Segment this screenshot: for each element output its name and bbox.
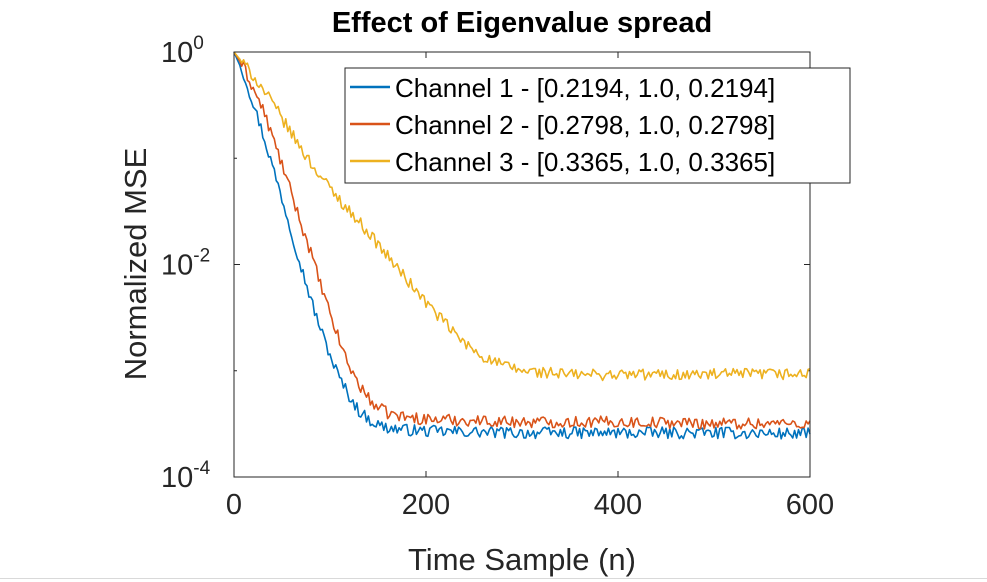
- bottom-divider: [0, 578, 987, 579]
- x-tick-label: 400: [594, 489, 642, 521]
- y-axis-label: Normalized MSE: [118, 148, 153, 381]
- series-line-channel-2: [233, 51, 811, 430]
- legend-box: [344, 67, 851, 184]
- y-tick-label: 10-2: [161, 246, 210, 282]
- x-tick-label: 0: [226, 489, 242, 521]
- x-tick-label: 600: [786, 489, 834, 521]
- chart-title: Effect of Eigenvalue spread: [332, 7, 712, 39]
- legend: Channel 1 - [0.2194, 1.0, 0.2194] Channel…: [344, 67, 851, 184]
- plot-border: [233, 51, 811, 478]
- x-tick-label: 200: [402, 489, 450, 521]
- y-tick-label: 10-4: [161, 458, 211, 494]
- y-tick-label: 100: [161, 33, 204, 69]
- x-axis-label: Time Sample (n): [408, 542, 636, 577]
- series-line-channel-3: [233, 51, 811, 382]
- series-line-channel-1: [233, 51, 811, 440]
- legend-label: Channel 2 - [0.2798, 1.0, 0.2798]: [395, 110, 775, 140]
- x-tick-labels: 0 200 400 600: [226, 489, 834, 521]
- legend-label: Channel 1 - [0.2194, 1.0, 0.2194]: [395, 73, 775, 103]
- series-lines: [233, 51, 811, 440]
- y-tick-labels: 100 10-2 10-4: [161, 33, 211, 494]
- legend-label: Channel 3 - [0.3365, 1.0, 0.3365]: [395, 147, 775, 177]
